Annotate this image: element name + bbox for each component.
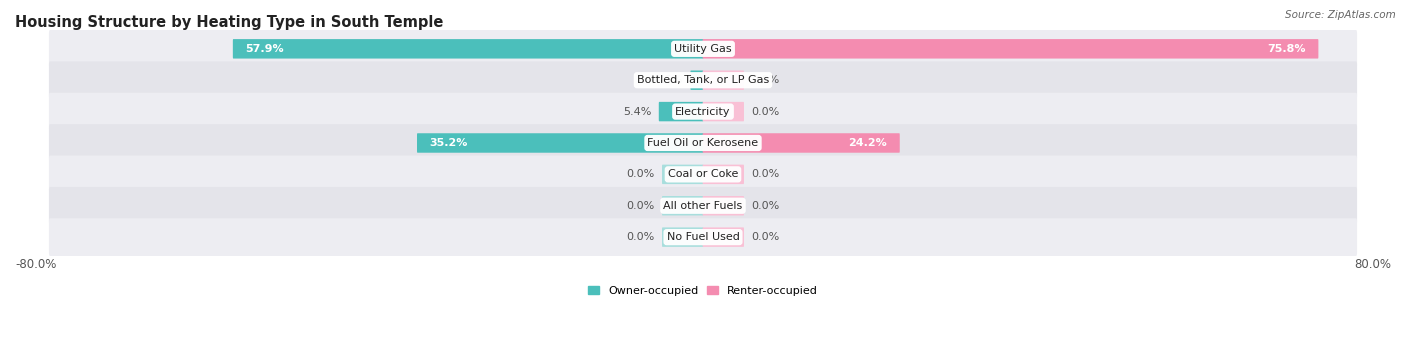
Text: 0.0%: 0.0% — [752, 169, 780, 180]
Legend: Owner-occupied, Renter-occupied: Owner-occupied, Renter-occupied — [583, 281, 823, 300]
FancyBboxPatch shape — [662, 227, 703, 247]
Text: 0.0%: 0.0% — [752, 107, 780, 117]
FancyBboxPatch shape — [703, 102, 744, 121]
Text: Coal or Coke: Coal or Coke — [668, 169, 738, 180]
FancyBboxPatch shape — [659, 102, 703, 121]
FancyBboxPatch shape — [703, 227, 744, 247]
Text: 75.8%: 75.8% — [1267, 44, 1306, 54]
FancyBboxPatch shape — [49, 62, 1357, 99]
Text: 24.2%: 24.2% — [848, 138, 887, 148]
FancyBboxPatch shape — [703, 165, 744, 184]
Text: Electricity: Electricity — [675, 107, 731, 117]
Text: 57.9%: 57.9% — [246, 44, 284, 54]
FancyBboxPatch shape — [703, 39, 1319, 58]
FancyBboxPatch shape — [703, 70, 744, 90]
FancyBboxPatch shape — [662, 196, 703, 216]
Text: 0.0%: 0.0% — [752, 75, 780, 85]
Text: Source: ZipAtlas.com: Source: ZipAtlas.com — [1285, 10, 1396, 20]
FancyBboxPatch shape — [418, 133, 703, 153]
Text: -80.0%: -80.0% — [15, 257, 56, 271]
FancyBboxPatch shape — [49, 93, 1357, 131]
Text: 0.0%: 0.0% — [626, 169, 654, 180]
Text: 0.0%: 0.0% — [626, 232, 654, 242]
FancyBboxPatch shape — [49, 187, 1357, 225]
FancyBboxPatch shape — [662, 165, 703, 184]
Text: Fuel Oil or Kerosene: Fuel Oil or Kerosene — [647, 138, 759, 148]
Text: Housing Structure by Heating Type in South Temple: Housing Structure by Heating Type in Sou… — [15, 15, 443, 30]
FancyBboxPatch shape — [49, 30, 1357, 68]
Text: 5.4%: 5.4% — [623, 107, 651, 117]
Text: Bottled, Tank, or LP Gas: Bottled, Tank, or LP Gas — [637, 75, 769, 85]
Text: 80.0%: 80.0% — [1354, 257, 1391, 271]
FancyBboxPatch shape — [233, 39, 703, 58]
FancyBboxPatch shape — [49, 155, 1357, 193]
FancyBboxPatch shape — [49, 124, 1357, 162]
Text: 0.0%: 0.0% — [752, 232, 780, 242]
Text: All other Fuels: All other Fuels — [664, 201, 742, 211]
Text: Utility Gas: Utility Gas — [675, 44, 731, 54]
Text: 0.0%: 0.0% — [752, 201, 780, 211]
Text: 0.0%: 0.0% — [626, 201, 654, 211]
Text: 1.5%: 1.5% — [654, 75, 683, 85]
FancyBboxPatch shape — [690, 70, 703, 90]
FancyBboxPatch shape — [703, 133, 900, 153]
FancyBboxPatch shape — [49, 218, 1357, 256]
FancyBboxPatch shape — [703, 196, 744, 216]
Text: No Fuel Used: No Fuel Used — [666, 232, 740, 242]
Text: 35.2%: 35.2% — [430, 138, 468, 148]
